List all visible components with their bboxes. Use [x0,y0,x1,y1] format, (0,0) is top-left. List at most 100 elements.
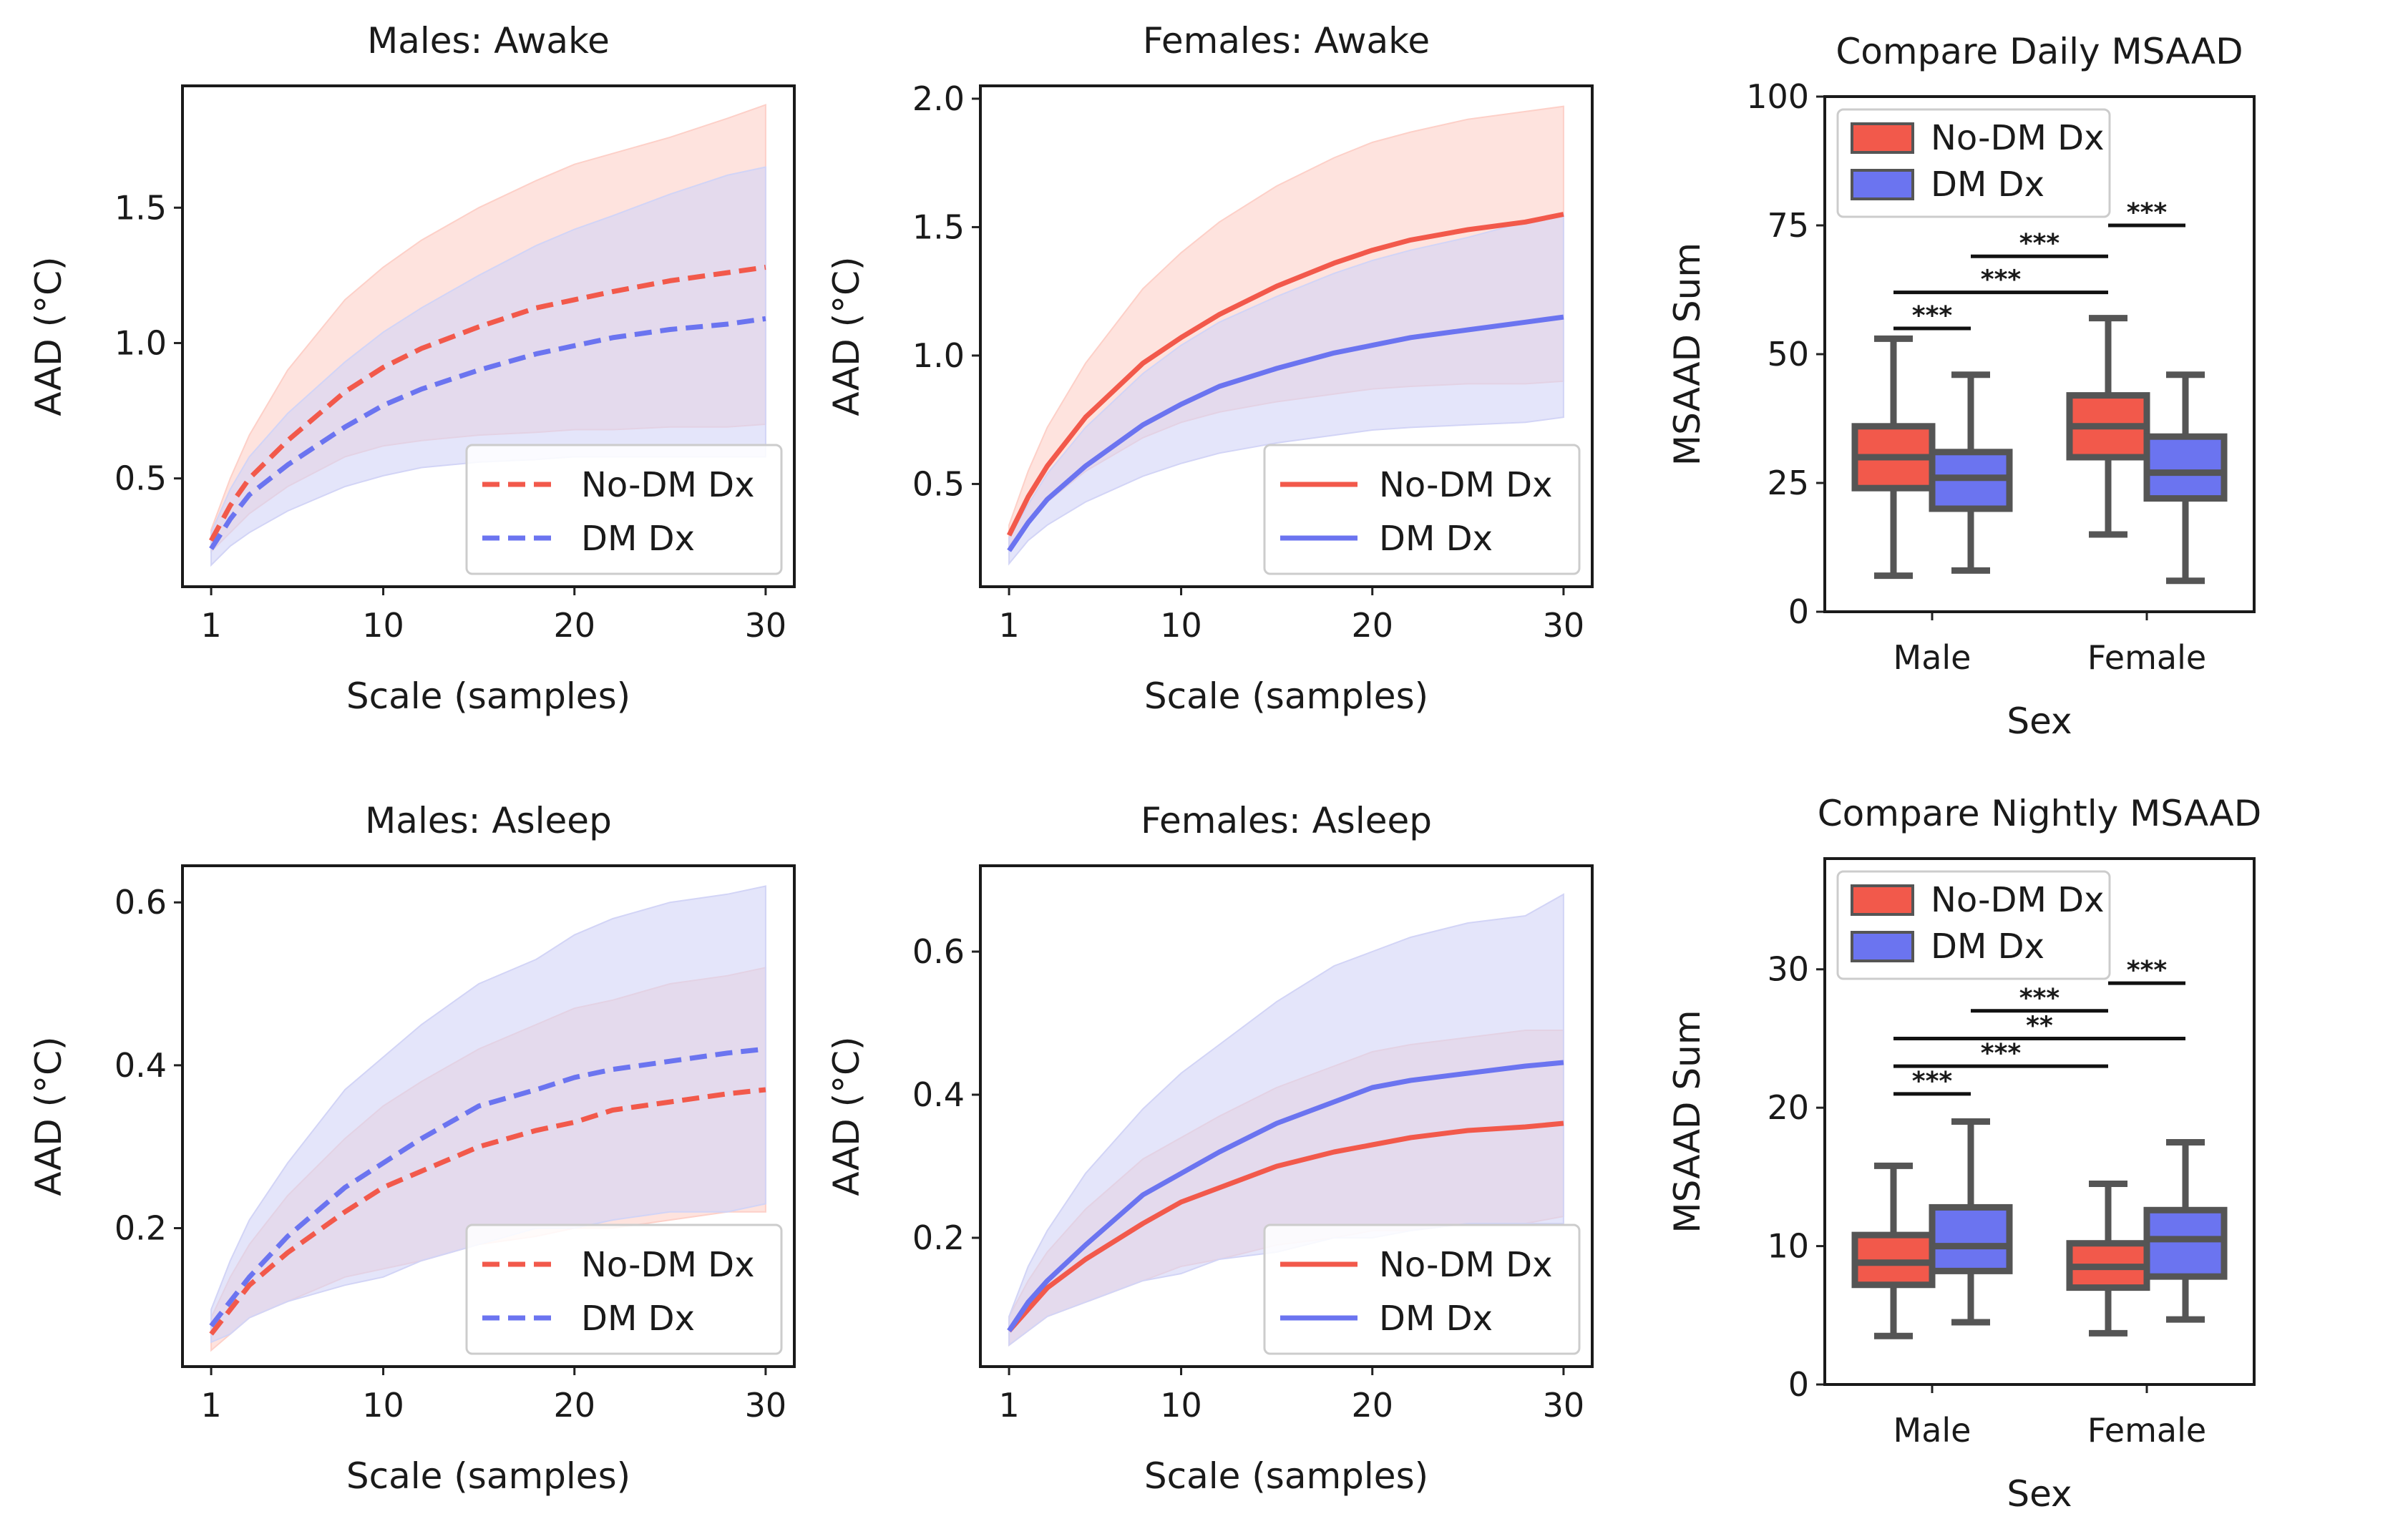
y-tick-label: 2.0 [912,79,965,118]
legend-label: DM Dx [1379,519,1493,559]
x-axis-label: Sex [2007,700,2072,742]
plot-frame [979,864,1594,1368]
significance-label: *** [2019,984,2060,1013]
chart-panel-4: Males: Asleep 0.2 0.4 0.6 AAD (°C) Scale (sam… [28,800,796,1497]
plot-frame [979,84,1594,588]
chart-title: Females: Awake [1143,20,1430,62]
y-tick-label: 0 [1788,1365,1809,1404]
confidence-band-dm [210,885,766,1344]
y-tick-label: 0.2 [114,1209,167,1248]
chart-title: Compare Daily MSAAD [1836,31,2243,72]
y-tick-label: 1.5 [114,188,167,227]
significance-label: *** [1981,1039,2022,1068]
legend-label: DM Dx [581,519,695,559]
x-tick-label: 1 [200,1386,221,1425]
significance-label: *** [2019,229,2060,258]
legend-label: DM Dx [1931,165,2044,205]
series-line-no-dm [1006,212,1564,537]
y-tick-label: 0.5 [114,459,167,498]
legend-label: No-DM Dx [1931,118,2104,158]
box-male-no-dm [1851,335,1936,580]
chart-panel-3: Compare Daily MSAAD 0 25 50 75 100 MSAAD Sum Se… [1667,31,2256,742]
y-tick-label: 100 [1746,77,1809,116]
x-tick-label: 30 [745,1386,787,1425]
x-tick-label: 10 [1160,1386,1202,1425]
plot-frame [181,864,796,1368]
y-tick-label: 0.6 [114,883,167,922]
category-label: Female [2087,1411,2206,1450]
legend-label: No-DM Dx [1379,465,1552,505]
confidence-band-dm [1008,213,1564,566]
legend-label: DM Dx [1379,1299,1493,1339]
x-tick-label: 10 [362,606,404,645]
legend-swatch [1851,931,1914,962]
box-male-dm [1929,371,2013,574]
series-line-no-dm [209,1087,766,1336]
x-tick-label: 20 [553,606,595,645]
chart-panel-5: Females: Asleep 0.2 0.4 0.6 AAD (°C) Scale (s… [826,800,1594,1497]
category-label: Male [1893,638,1971,677]
y-tick-label: 1.5 [912,207,965,246]
y-tick-label: 0 [1788,592,1809,631]
y-tick-label: 0.6 [912,932,965,971]
box-male-dm [1929,1118,2013,1326]
plot-frame [181,84,796,588]
x-axis-label: Scale (samples) [1144,1455,1428,1497]
significance-label: *** [1981,265,2022,295]
y-tick-label: 1.0 [912,336,965,375]
y-tick-label: 50 [1767,335,1809,373]
legend-label: No-DM Dx [581,1245,754,1285]
x-axis-label: Scale (samples) [1144,675,1428,717]
series-line-dm [209,1046,766,1328]
legend-label: DM Dx [581,1299,695,1339]
x-tick-label: 20 [1351,606,1393,645]
legend-swatch [1851,169,1914,200]
plot-frame [1823,857,2256,1386]
x-tick-label: 20 [553,1386,595,1425]
y-axis-label: AAD (°C) [28,1036,69,1196]
series-line-no-dm [209,265,766,542]
chart-panel-2: Females: Awake 0.5 1.0 1.5 2.0 AAD (°C) Scale … [826,20,1594,717]
box-female-no-dm [2066,1181,2150,1337]
x-tick-label: 30 [1543,606,1585,645]
x-tick-label: 10 [1160,606,1202,645]
legend-label: No-DM Dx [1931,880,2104,920]
x-axis-label: Sex [2007,1473,2072,1515]
x-tick-label: 20 [1351,1386,1393,1425]
series-line-no-dm [1007,1120,1564,1333]
legend-label: DM Dx [1931,927,2044,967]
chart-panel-1: Males: Awake 0.5 1.0 1.5 AAD (°C) Scale (samp… [28,20,796,717]
legend-label: No-DM Dx [1379,1245,1552,1285]
box-female-no-dm [2066,315,2150,538]
y-tick-label: 1.0 [114,323,167,362]
legend-box [465,1223,783,1355]
category-label: Male [1893,1411,1971,1450]
y-axis-label: AAD (°C) [826,1036,867,1196]
x-axis-label: Scale (samples) [346,1455,630,1497]
legend-swatch [1851,884,1914,916]
y-tick-label: 0.5 [912,464,965,503]
y-axis-label: MSAAD Sum [1667,243,1708,466]
series-line-dm [1007,314,1564,552]
x-tick-label: 1 [998,606,1019,645]
y-axis-label: AAD (°C) [28,256,69,416]
y-tick-label: 0.4 [912,1075,965,1114]
significance-label: *** [2127,956,2168,985]
series-line-dm [1007,1060,1564,1332]
legend-box [1263,1223,1581,1355]
significance-label: *** [2127,198,2168,228]
chart-title: Males: Awake [367,20,610,62]
y-tick-label: 75 [1767,206,1809,245]
significance-label: ** [2026,1011,2053,1040]
x-tick-label: 1 [200,606,221,645]
y-tick-label: 10 [1767,1227,1809,1266]
series-line-dm [209,316,766,550]
box-male-no-dm [1851,1162,1936,1339]
significance-label: *** [1912,301,1953,331]
y-tick-label: 0.4 [114,1046,167,1085]
y-tick-label: 30 [1767,950,1809,989]
significance-label: *** [1912,1067,1953,1096]
category-label: Female [2087,638,2206,677]
x-tick-label: 30 [745,606,787,645]
